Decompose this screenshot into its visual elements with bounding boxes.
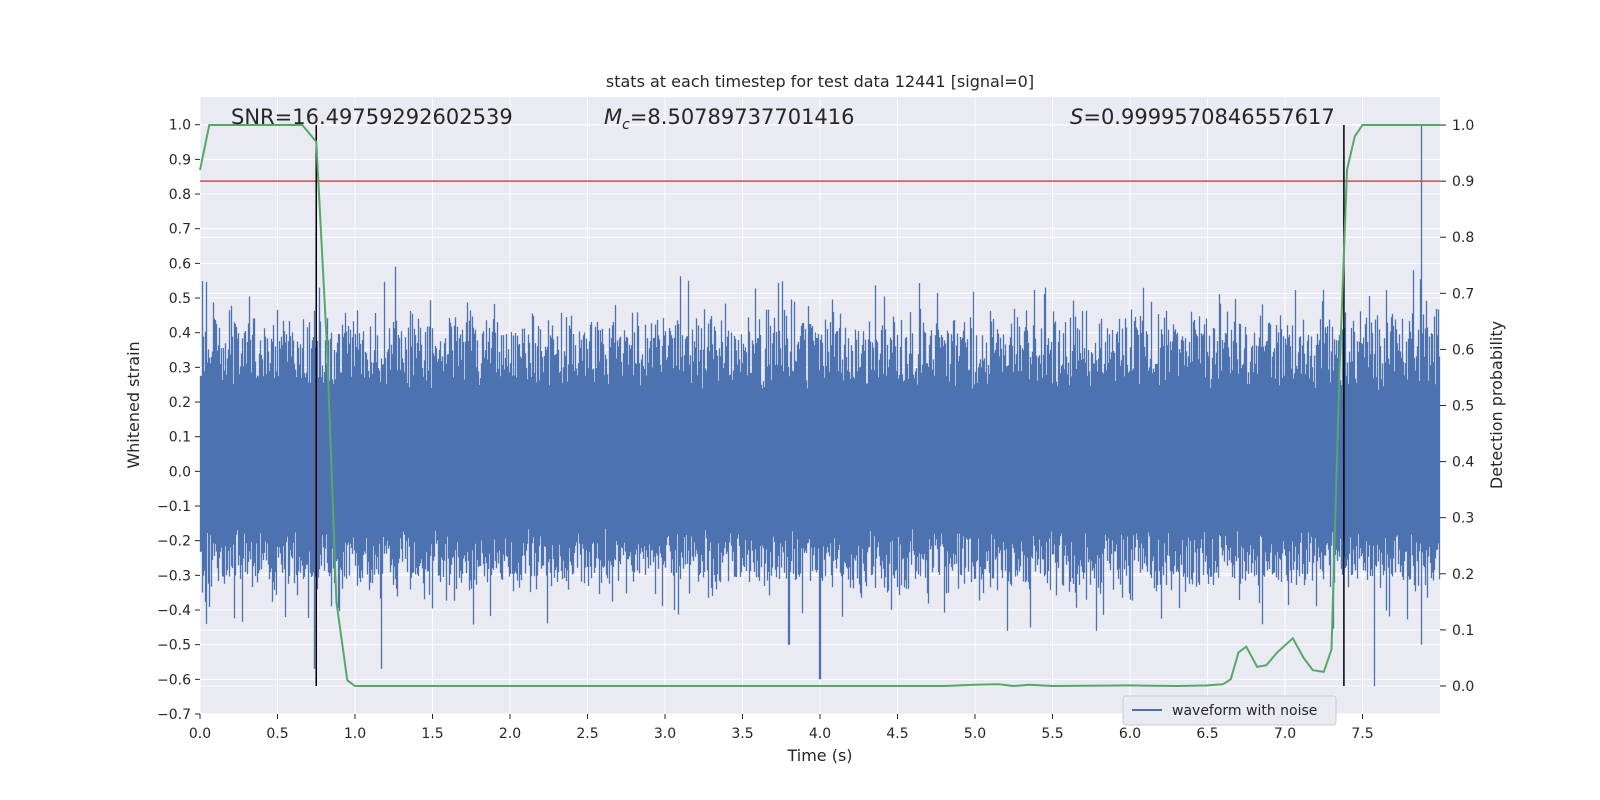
score-annotation: S=0.9999570846557617 (1070, 105, 1335, 129)
y-tick-label: −0.7 (157, 707, 191, 723)
y-tick-label: 0.5 (169, 291, 191, 307)
x-tick-label: 3.5 (731, 726, 753, 742)
x-tick-label: 0.5 (266, 726, 288, 742)
y2-tick-label: 0.4 (1452, 455, 1474, 471)
chirp-mass-value: =8.50789737701416 (630, 105, 855, 129)
y2-tick-label: 0.8 (1452, 230, 1474, 246)
snr-annotation: SNR=16.49759292602539 (231, 105, 513, 129)
legend-box (1122, 695, 1337, 726)
x-tick-label: 2.0 (499, 726, 521, 742)
probability-series (199, 124, 1440, 688)
y2-tick-label: 0.6 (1452, 342, 1474, 358)
y-tick-label: −0.4 (157, 603, 191, 619)
y2-tick-label: 0.0 (1452, 679, 1474, 695)
x-axis-ticks: 0.0 0.5 1.0 1.5 2.0 2.5 3.0 3.5 4.0 4.5 5.0 5.5 6.0 6… (189, 714, 1374, 742)
y-tick-label: −0.2 (157, 534, 191, 550)
x-tick-label: 4.5 (886, 726, 908, 742)
chirp-mass-subscript: c (622, 117, 630, 133)
x-tick-label: 0.0 (189, 726, 211, 742)
y-tick-label: −0.3 (157, 568, 191, 584)
y-axis-ticks: −0.7 −0.6 −0.5 −0.4 −0.3 −0.2 −0.1 0.0 0.1 0.2 0.3… (157, 118, 200, 723)
y-tick-label: 0.6 (169, 256, 191, 272)
waveform-series (199, 124, 1441, 687)
y2-tick-label: 1.0 (1452, 118, 1474, 134)
legend: waveform with noise (1122, 695, 1337, 726)
y-tick-label: −0.6 (157, 672, 191, 688)
y-tick-label: −0.5 (157, 638, 191, 654)
x-tick-label: 7.5 (1351, 726, 1373, 742)
x-tick-label: 7.0 (1274, 726, 1296, 742)
y-tick-label: 0.3 (169, 360, 191, 376)
y2-tick-label: 0.7 (1452, 286, 1474, 302)
y2-tick-label: 0.9 (1452, 174, 1474, 190)
y2-tick-label: 0.2 (1452, 567, 1474, 583)
waveform-line (199, 124, 1441, 687)
x-tick-label: 5.5 (1041, 726, 1063, 742)
x-tick-label: 1.0 (344, 726, 366, 742)
y-axis-label: Whitened strain (124, 341, 143, 468)
overlay-lines (200, 125, 1440, 686)
y-tick-label: 1.0 (169, 118, 191, 134)
y-tick-label: 0.0 (169, 464, 191, 480)
score-symbol: S (1070, 105, 1083, 129)
x-tick-label: 6.5 (1196, 726, 1218, 742)
y-tick-label: 0.9 (169, 152, 191, 168)
x-tick-label: 2.5 (576, 726, 598, 742)
y-tick-label: 0.8 (169, 187, 191, 203)
chirp-mass-symbol: M (604, 105, 622, 129)
x-tick-label: 3.0 (654, 726, 676, 742)
y2-tick-label: 0.5 (1452, 399, 1474, 415)
x-axis-label: Time (s) (786, 746, 852, 765)
chirp-mass-annotation: Mc=8.50789737701416 (604, 105, 855, 133)
score-value: =0.9999570846557617 (1083, 105, 1334, 129)
x-tick-label: 6.0 (1119, 726, 1141, 742)
x-tick-label: 4.0 (809, 726, 831, 742)
y-tick-label: 0.7 (169, 222, 191, 238)
y-tick-label: 0.1 (169, 430, 191, 446)
y2-tick-label: 0.3 (1452, 511, 1474, 527)
x-tick-label: 5.0 (964, 726, 986, 742)
y2-axis-label: Detection probability (1487, 321, 1506, 489)
legend-label: waveform with noise (1172, 703, 1317, 719)
x-tick-label: 1.5 (421, 726, 443, 742)
y-tick-label: −0.1 (157, 499, 191, 515)
y-tick-label: 0.2 (169, 395, 191, 411)
y2-tick-label: 0.1 (1452, 623, 1474, 639)
chart-title: stats at each timestep for test data 124… (606, 72, 1034, 91)
y-tick-label: 0.4 (169, 326, 191, 342)
y2-axis-ticks: 0.0 0.1 0.2 0.3 0.4 0.5 0.6 0.7 0.8 0.9 1.0 (1440, 118, 1474, 695)
probability-line (199, 124, 1440, 688)
